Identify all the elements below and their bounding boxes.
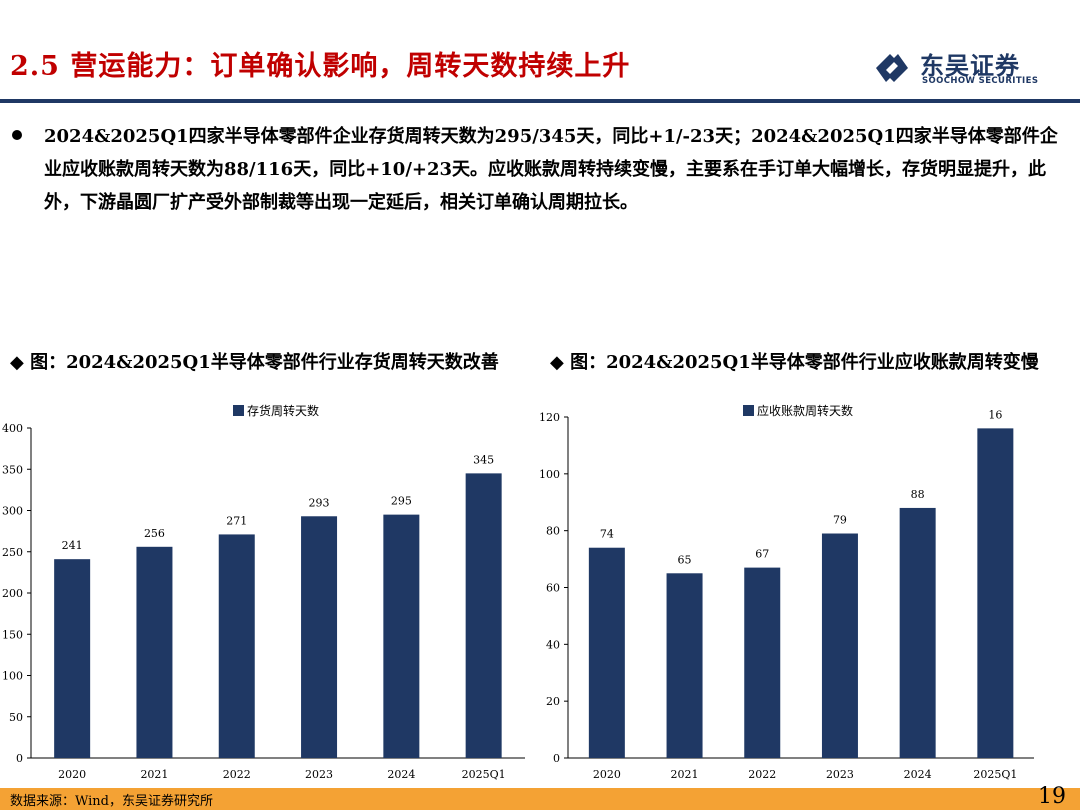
- x-tick-label: 2021: [671, 768, 699, 781]
- legend-swatch: [743, 405, 754, 416]
- receivables-turnover-chart: 0 20 40 60 80 100 120 74 2020 65 2021 67 2022 79 2023 8…: [540, 403, 1034, 781]
- data-label: 79: [833, 514, 847, 527]
- left-chart-heading: ◆ 图：2024&2025Q1半导体零部件行业存货周转天数改善: [10, 352, 499, 373]
- soochow-logo-icon: [876, 54, 908, 82]
- data-label: 293: [309, 496, 330, 509]
- y-tick-label: 0: [16, 752, 23, 765]
- data-label: 345: [473, 453, 494, 466]
- legend-swatch: [233, 405, 244, 416]
- bar: [54, 559, 91, 758]
- y-tick-label: 100: [540, 468, 560, 481]
- legend-label: 应收账款周转天数: [757, 403, 853, 418]
- data-label: 88: [911, 488, 925, 501]
- y-tick-label: 20: [546, 695, 560, 708]
- bar: [218, 534, 255, 758]
- y-tick-label: 250: [2, 546, 23, 559]
- right-chart-heading: ◆ 图：2024&2025Q1半导体零部件行业应收账款周转变慢: [550, 352, 1039, 373]
- x-tick-label: 2023: [305, 768, 333, 781]
- data-label: 256: [144, 527, 165, 540]
- source-note: 数据来源：Wind，东吴证券研究所: [10, 794, 213, 809]
- bar: [301, 516, 338, 758]
- x-tick-label: 2022: [748, 768, 776, 781]
- y-tick-label: 150: [2, 628, 23, 641]
- x-tick-label: 2025Q1: [973, 768, 1017, 781]
- bar: [136, 546, 173, 758]
- logo-text-en: SOOCHOW SECURITIES: [922, 76, 1039, 86]
- x-tick-label: 2023: [826, 768, 854, 781]
- bar: [821, 533, 858, 758]
- x-tick-label: 2022: [223, 768, 251, 781]
- legend-label: 存货周转天数: [247, 403, 319, 418]
- inventory-turnover-chart: 0 50 100 150 200 250 300 350 400 241 2020 256 2021 27…: [2, 403, 525, 781]
- data-label: 295: [391, 495, 412, 508]
- bar: [744, 567, 781, 758]
- x-tick-label: 2020: [58, 768, 86, 781]
- x-tick-label: 2021: [140, 768, 168, 781]
- page-number: 19: [1038, 784, 1066, 809]
- x-tick-label: 2020: [593, 768, 621, 781]
- y-tick-label: 400: [2, 422, 23, 435]
- x-tick-label: 2024: [904, 768, 932, 781]
- page-title: 2.5 营运能力：订单确认影响，周转天数持续上升: [10, 51, 631, 82]
- footer-bar: [0, 788, 1080, 810]
- data-label: 74: [600, 528, 614, 541]
- x-tick-label: 2024: [387, 768, 415, 781]
- y-tick-label: 0: [553, 752, 560, 765]
- data-label: 241: [62, 539, 83, 552]
- data-label: 65: [678, 553, 692, 566]
- bar: [588, 547, 625, 758]
- summary-text: 2024&2025Q1四家半导体零部件企业存货周转天数为295/345天，同比+…: [44, 126, 1058, 213]
- data-label: 271: [226, 514, 247, 527]
- y-tick-label: 60: [546, 582, 560, 595]
- y-tick-label: 200: [2, 587, 23, 600]
- bar: [977, 428, 1014, 758]
- bar: [383, 514, 420, 758]
- bar: [465, 473, 502, 758]
- y-tick-label: 50: [9, 711, 23, 724]
- y-tick-label: 350: [2, 463, 23, 476]
- data-label: 16: [988, 408, 1002, 421]
- bar: [899, 507, 936, 758]
- bullet-icon: [12, 130, 22, 140]
- x-tick-label: 2025Q1: [462, 768, 506, 781]
- data-label: 67: [755, 548, 769, 561]
- bar: [666, 573, 703, 758]
- y-tick-label: 100: [2, 670, 23, 683]
- y-tick-label: 120: [540, 411, 560, 424]
- y-tick-label: 40: [546, 638, 560, 651]
- y-tick-label: 80: [546, 525, 560, 538]
- y-tick-label: 300: [2, 505, 23, 518]
- header-divider: [0, 99, 1080, 103]
- logo-text-cn: 东吴证券: [920, 52, 1020, 80]
- brand-logo: 东吴证券 SOOCHOW SECURITIES: [872, 48, 1072, 90]
